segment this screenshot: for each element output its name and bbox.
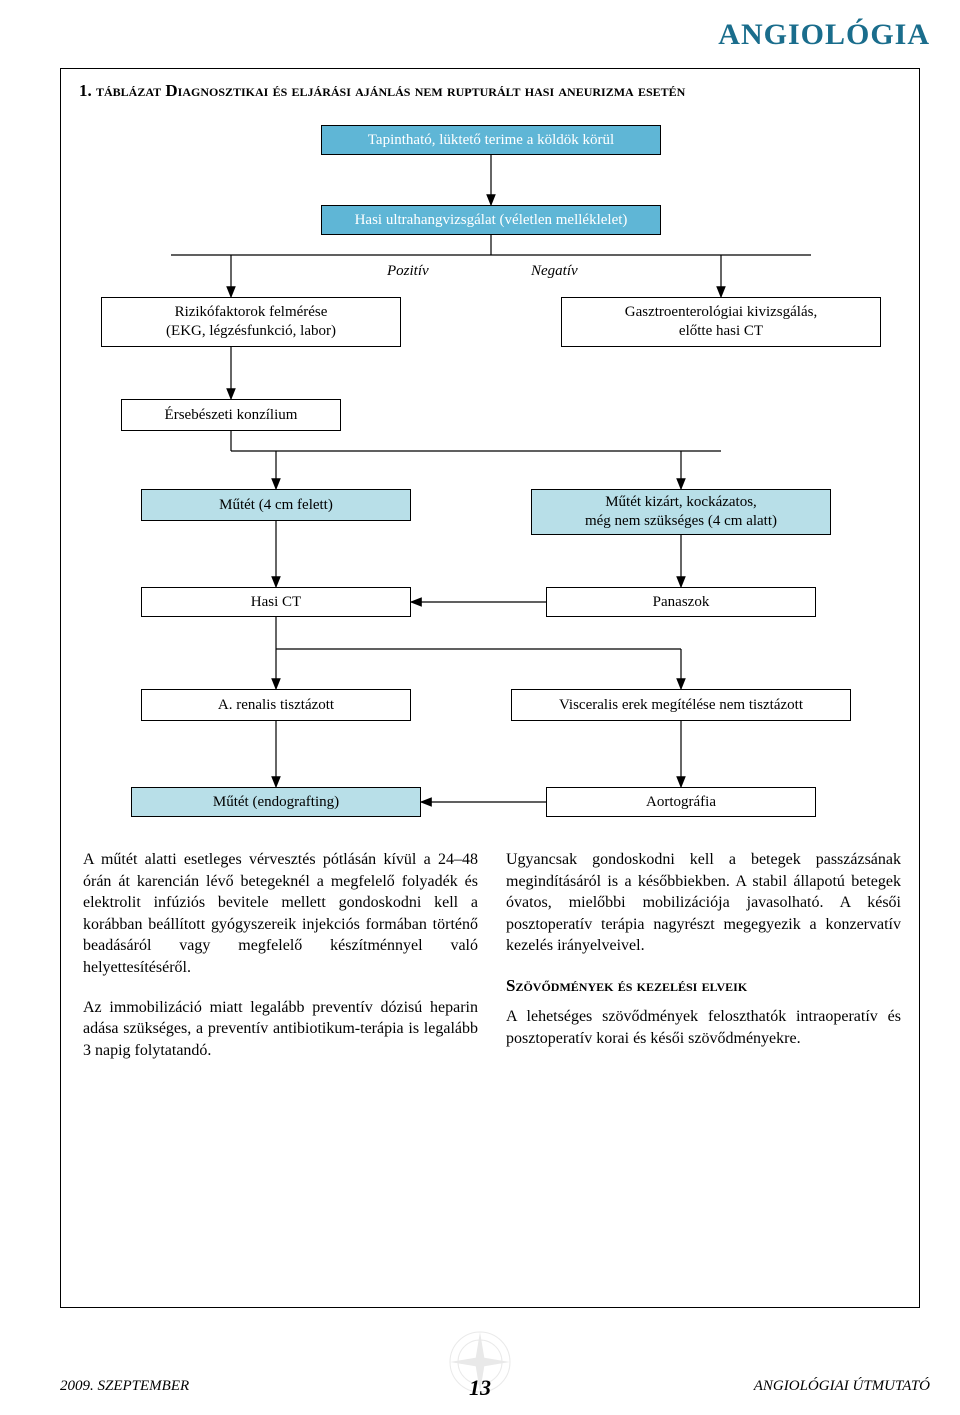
node-endografting: Műtét (endografting) bbox=[131, 787, 421, 817]
node-label: Panaszok bbox=[653, 593, 710, 612]
page-number: 13 bbox=[469, 1375, 491, 1401]
page-section-title: ANGIOLÓGIA bbox=[718, 18, 930, 52]
node-gastro: Gasztroenterológiai kivizsgálás, előtte … bbox=[561, 297, 881, 347]
node-label: Műtét (4 cm felett) bbox=[219, 496, 333, 515]
branch-label-positive: Pozitív bbox=[387, 263, 429, 280]
node-label: Tapintható, lüktető terime a köldök körü… bbox=[368, 131, 614, 150]
node-surgery-over4: Műtét (4 cm felett) bbox=[141, 489, 411, 521]
node-label: Hasi CT bbox=[251, 593, 301, 612]
node-label: (EKG, légzésfunkció, labor) bbox=[166, 322, 336, 341]
node-label: Érsebészeti konzílium bbox=[165, 406, 298, 425]
node-start: Tapintható, lüktető terime a köldök körü… bbox=[321, 125, 661, 155]
footer-publication: ANGIOLÓGIAI ÚTMUTATÓ bbox=[754, 1378, 930, 1395]
node-label: Hasi ultrahangvizsgálat (véletlen mellék… bbox=[355, 211, 628, 230]
node-surgery-excluded: Műtét kizárt, kockázatos, még nem szüksé… bbox=[531, 489, 831, 535]
node-label: Gasztroenterológiai kivizsgálás, bbox=[625, 303, 817, 322]
node-ultrasound: Hasi ultrahangvizsgálat (véletlen mellék… bbox=[321, 205, 661, 235]
node-panaszok: Panaszok bbox=[546, 587, 816, 617]
paragraph: A lehetséges szövődmények feloszthatók i… bbox=[506, 1006, 901, 1049]
node-label: Visceralis erek megítélése nem tisztázot… bbox=[559, 696, 803, 715]
diagram-frame: 1. táblázat Diagnosztikai és eljárási aj… bbox=[60, 68, 920, 1308]
node-visceralis: Visceralis erek megítélése nem tisztázot… bbox=[511, 689, 851, 721]
node-consilium: Érsebészeti konzílium bbox=[121, 399, 341, 431]
node-label: előtte hasi CT bbox=[679, 322, 763, 341]
node-label: Rizikófaktorok felmérése bbox=[175, 303, 328, 322]
node-label: még nem szükséges (4 cm alatt) bbox=[585, 512, 777, 531]
node-hasi-ct: Hasi CT bbox=[141, 587, 411, 617]
table-caption: 1. táblázat Diagnosztikai és eljárási aj… bbox=[79, 81, 685, 101]
node-aortografia: Aortográfia bbox=[546, 787, 816, 817]
node-label: Aortográfia bbox=[646, 793, 716, 812]
text-column-left: A műtét alatti esetleges vérvesztés pótl… bbox=[83, 849, 478, 1061]
node-label: Műtét (endografting) bbox=[213, 793, 339, 812]
node-risk-factors: Rizikófaktorok felmérése (EKG, légzésfun… bbox=[101, 297, 401, 347]
footer-date: 2009. SZEPTEMBER bbox=[60, 1378, 189, 1395]
page-footer: 2009. SZEPTEMBER 13 ANGIOLÓGIAI ÚTMUTATÓ bbox=[0, 1361, 960, 1401]
section-heading: Szövődmények és kezelési elveik bbox=[506, 975, 901, 998]
branch-label-negative: Negatív bbox=[531, 263, 578, 280]
text-column-right: Ugyancsak gondoskodni kell a betegek pas… bbox=[506, 849, 901, 1049]
node-label: A. renalis tisztázott bbox=[218, 696, 334, 715]
paragraph: Ugyancsak gondoskodni kell a betegek pas… bbox=[506, 849, 901, 957]
paragraph: A műtét alatti esetleges vérvesztés pótl… bbox=[83, 849, 478, 979]
node-label: Műtét kizárt, kockázatos, bbox=[605, 493, 757, 512]
node-renalis: A. renalis tisztázott bbox=[141, 689, 411, 721]
paragraph: Az immobilizáció miatt legalább preventí… bbox=[83, 997, 478, 1062]
